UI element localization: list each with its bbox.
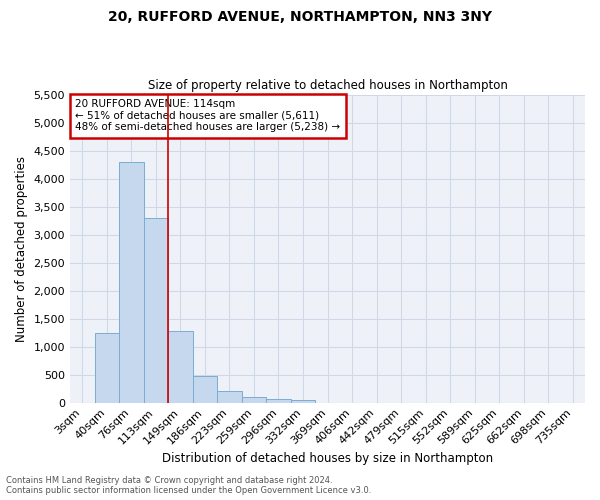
Bar <box>242 397 266 402</box>
Y-axis label: Number of detached properties: Number of detached properties <box>15 156 28 342</box>
Bar <box>193 376 217 402</box>
Bar <box>217 392 242 402</box>
Text: 20, RUFFORD AVENUE, NORTHAMPTON, NN3 3NY: 20, RUFFORD AVENUE, NORTHAMPTON, NN3 3NY <box>108 10 492 24</box>
Bar <box>291 400 315 402</box>
Bar <box>143 218 168 402</box>
Bar <box>168 332 193 402</box>
Bar <box>95 332 119 402</box>
Bar <box>119 162 143 402</box>
Text: 20 RUFFORD AVENUE: 114sqm
← 51% of detached houses are smaller (5,611)
48% of se: 20 RUFFORD AVENUE: 114sqm ← 51% of detac… <box>75 99 340 132</box>
X-axis label: Distribution of detached houses by size in Northampton: Distribution of detached houses by size … <box>162 452 493 465</box>
Title: Size of property relative to detached houses in Northampton: Size of property relative to detached ho… <box>148 79 508 92</box>
Bar <box>266 398 291 402</box>
Text: Contains HM Land Registry data © Crown copyright and database right 2024.
Contai: Contains HM Land Registry data © Crown c… <box>6 476 371 495</box>
